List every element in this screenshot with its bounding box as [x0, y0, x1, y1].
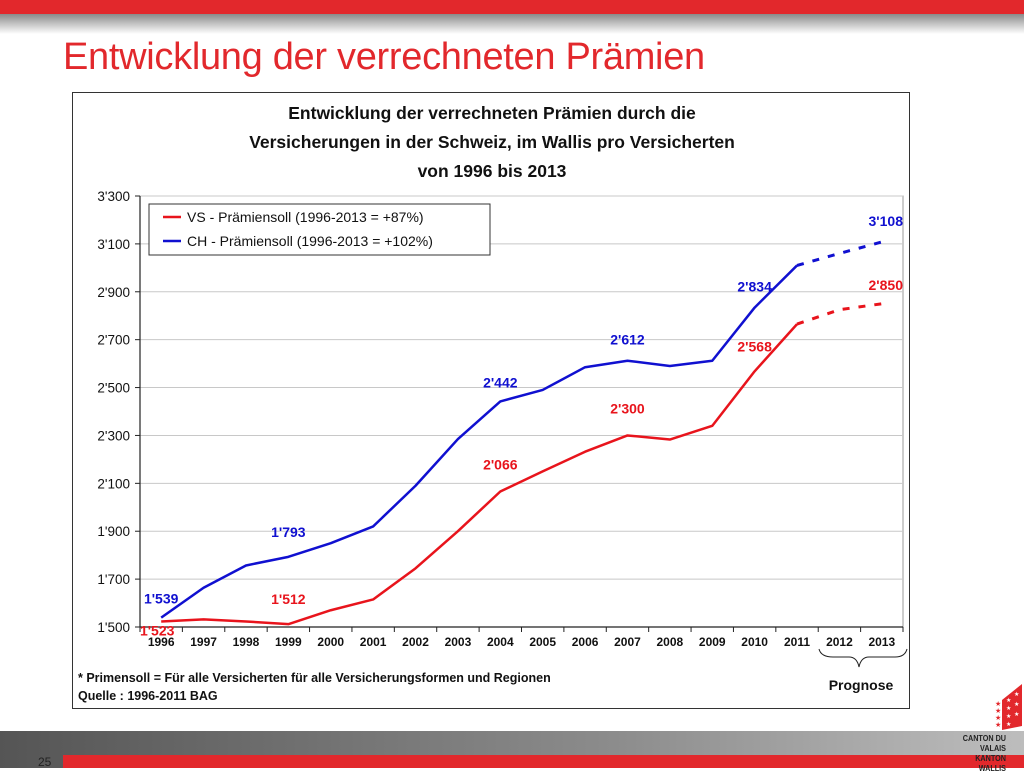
- x-tick-label: 2010: [741, 635, 768, 649]
- page-number: 25: [38, 755, 52, 769]
- footnote-source: Quelle : 1996-2011 BAG: [78, 689, 218, 703]
- forecast-bracket: Prognose: [818, 648, 908, 693]
- x-tick-label: 1998: [233, 635, 260, 649]
- forecast-label: Prognose: [829, 677, 894, 693]
- y-tick-label: 1'500: [97, 620, 130, 635]
- forecast-brace: [818, 648, 908, 668]
- data-label: 1'539: [144, 591, 179, 607]
- top-red-bar: [0, 0, 1024, 14]
- y-tick-label: 3'100: [97, 237, 130, 252]
- x-tick-label: 2013: [868, 635, 895, 649]
- slide-title: Entwicklung der verrechneten Prämien: [63, 36, 705, 78]
- footnote-definition: * Primensoll = Für alle Versicherten für…: [78, 671, 551, 685]
- canton-logo-text: CANTON DU VALAIS KANTON WALLIS: [948, 733, 1006, 773]
- line-chart: Entwicklung der verrechneten Prämien dur…: [78, 103, 908, 703]
- data-label: 1'523: [140, 622, 175, 638]
- svg-text:★: ★: [1006, 721, 1011, 728]
- series-line-vs: [161, 323, 798, 626]
- chart-frame: Entwicklung der verrechneten Prämien dur…: [72, 92, 910, 709]
- footnotes: * Primensoll = Für alle Versicherten für…: [78, 671, 551, 703]
- data-label: 2'568: [737, 338, 772, 354]
- legend-label-ch: CH - Prämiensoll (1996-2013 = +102%): [187, 233, 433, 249]
- x-tick-label: 2011: [784, 635, 810, 649]
- x-tick-label: 2001: [360, 635, 387, 649]
- data-label: 2'066: [483, 456, 518, 472]
- series-forecast-ch: [796, 240, 883, 267]
- plot-area: [139, 195, 904, 628]
- chart-legend: VS - Prämiensoll (1996-2013 = +87%) CH -…: [148, 203, 491, 256]
- data-label: 2'612: [610, 332, 645, 348]
- x-tick-label: 2003: [445, 635, 472, 649]
- data-label: 1'793: [271, 524, 306, 540]
- x-tick-label: 1999: [275, 635, 302, 649]
- data-label: 1'512: [271, 591, 306, 607]
- chart-title-line-2: Versicherungen in der Schweiz, im Wallis…: [249, 132, 735, 152]
- logo-line-1: CANTON DU VALAIS: [962, 733, 1006, 753]
- chart-title-line-1: Entwicklung der verrechneten Prämien dur…: [288, 103, 696, 123]
- x-tick-label: 2012: [826, 635, 853, 649]
- svg-text:★: ★: [1006, 713, 1011, 720]
- x-tick-label: 2006: [572, 635, 599, 649]
- y-tick-label: 2'100: [97, 476, 130, 491]
- data-label: 3'108: [869, 213, 904, 229]
- x-tick-label: 2008: [657, 635, 684, 649]
- svg-text:★: ★: [1006, 697, 1011, 704]
- data-label: 2'442: [483, 374, 518, 390]
- svg-text:★: ★: [995, 700, 1001, 708]
- legend-label-vs: VS - Prämiensoll (1996-2013 = +87%): [187, 209, 424, 225]
- data-label: 2'834: [737, 279, 772, 295]
- x-tick-label: 2005: [529, 635, 556, 649]
- svg-text:★: ★: [1006, 705, 1011, 712]
- data-label: 2'300: [610, 400, 645, 416]
- y-tick-label: 2'300: [97, 428, 130, 443]
- x-tick-label: 2000: [317, 635, 344, 649]
- series-line-ch: [160, 264, 798, 619]
- svg-text:★: ★: [1014, 691, 1019, 698]
- svg-text:★: ★: [995, 714, 1001, 722]
- x-tick-label: 1997: [190, 635, 217, 649]
- svg-text:★: ★: [995, 707, 1001, 715]
- y-tick-label: 2'900: [97, 285, 130, 300]
- footer-red-bar: [63, 755, 1024, 768]
- y-tick-label: 2'700: [97, 333, 130, 348]
- y-tick-label: 3'300: [97, 189, 130, 204]
- y-tick-label: 1'900: [97, 524, 130, 539]
- chart-title: Entwicklung der verrechneten Prämien dur…: [249, 103, 735, 181]
- top-shadow-band: [0, 14, 1024, 34]
- y-tick-label: 1'700: [97, 572, 130, 587]
- x-tick-label: 2007: [614, 635, 641, 649]
- logo-line-2: KANTON WALLIS: [975, 753, 1006, 773]
- canton-valais-flag-icon: ★★★★ ★★★★★ ★★: [995, 684, 1022, 730]
- x-tick-label: 2002: [402, 635, 429, 649]
- x-tick-label: 2009: [699, 635, 726, 649]
- svg-text:★: ★: [1014, 711, 1019, 718]
- svg-text:★: ★: [1014, 701, 1019, 708]
- x-tick-label: 1996: [148, 635, 175, 649]
- legend-box: [148, 203, 491, 256]
- x-tick-label: 2004: [487, 635, 514, 649]
- svg-text:★: ★: [995, 721, 1001, 729]
- data-label: 2'850: [869, 277, 904, 293]
- series-forecast-vs: [796, 302, 883, 326]
- chart-title-line-3: von 1996 bis 2013: [418, 161, 567, 181]
- y-tick-label: 2'500: [97, 381, 130, 396]
